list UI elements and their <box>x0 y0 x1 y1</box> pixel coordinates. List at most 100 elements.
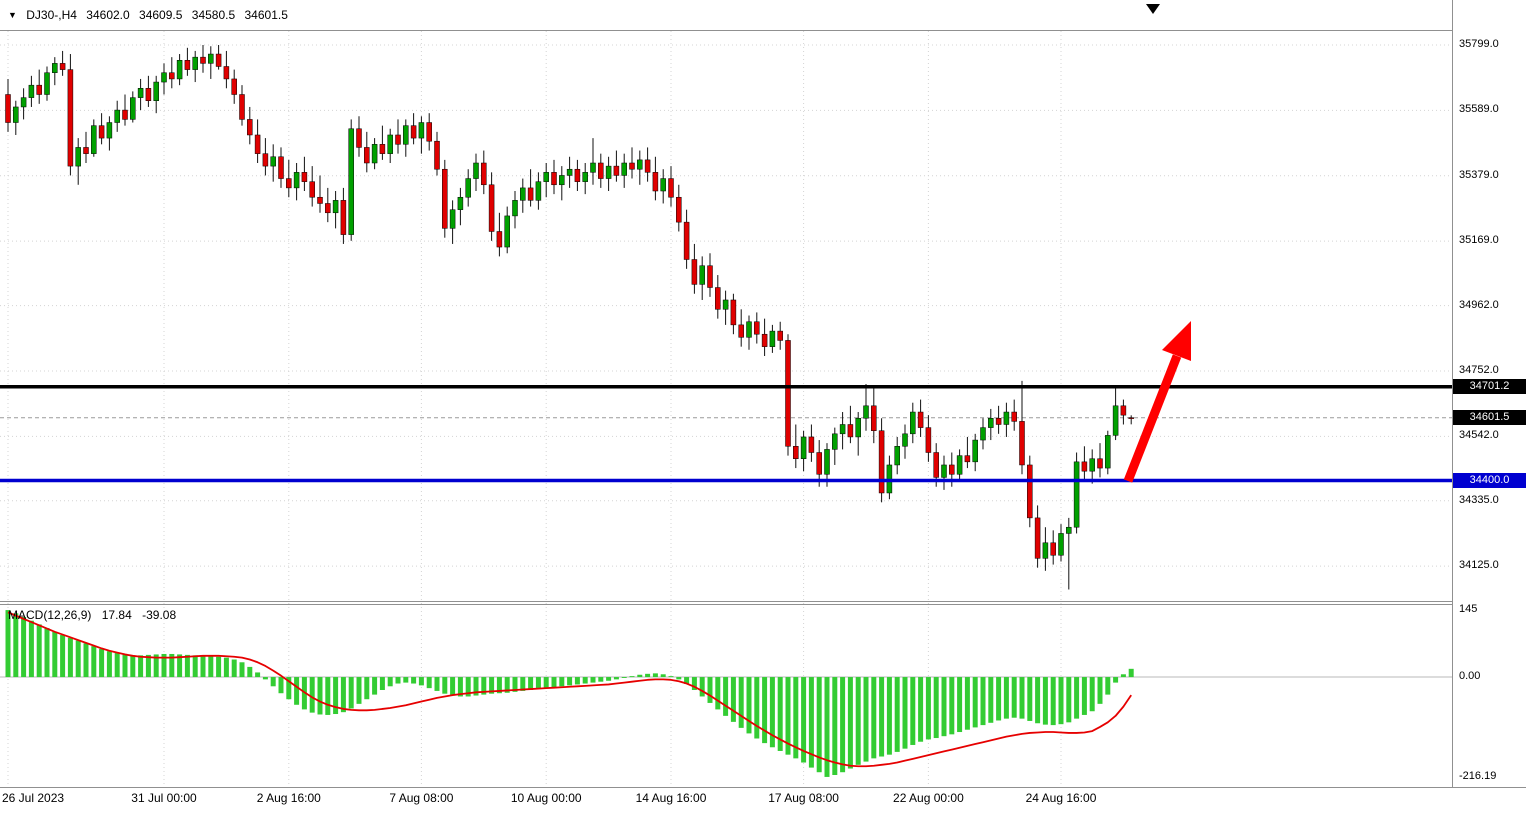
macd-bar <box>153 654 159 678</box>
macd-bar <box>613 677 619 680</box>
candle-down <box>1050 542 1056 556</box>
candle-down <box>551 172 557 186</box>
macd-bar <box>816 677 822 773</box>
macd-bar <box>364 677 370 700</box>
candle-down <box>878 430 885 494</box>
candle-up <box>91 125 97 154</box>
macd-bar <box>489 677 495 694</box>
candle-up <box>1042 542 1049 559</box>
trend-arrow-shaft[interactable] <box>1123 354 1182 483</box>
panel-splitter-top[interactable] <box>0 601 1526 602</box>
macd-bar <box>754 677 760 739</box>
macd-bar <box>1113 677 1119 683</box>
candle-up <box>1066 526 1072 534</box>
macd-bar <box>933 677 939 739</box>
macd-bar <box>660 674 666 678</box>
candle-down <box>301 172 308 182</box>
macd-bar <box>847 677 853 769</box>
candle-down <box>379 144 386 154</box>
candle-down <box>340 200 347 235</box>
macd-bar <box>1089 677 1095 712</box>
candle-up <box>1003 411 1010 425</box>
macd-bar <box>255 672 261 678</box>
macd-bar <box>637 674 643 678</box>
macd-bar <box>668 676 674 678</box>
macd-bar <box>200 655 206 678</box>
macd-bar <box>1003 677 1009 719</box>
macd-bar <box>270 677 276 687</box>
macd-bar <box>980 677 986 726</box>
macd-bar <box>855 677 861 765</box>
candle-down <box>574 168 581 182</box>
macd-bar <box>223 657 229 678</box>
candle-down <box>933 452 939 478</box>
time-axis-label: 26 Jul 2023 <box>2 791 65 805</box>
macd-bar <box>949 677 955 735</box>
open-value: 34602.0 <box>86 8 130 22</box>
candle-up <box>956 455 963 475</box>
macd-bar <box>208 656 214 678</box>
candle-down <box>356 128 362 148</box>
objects-expand-icon[interactable]: ▼ <box>8 10 17 20</box>
candle-down <box>761 333 768 347</box>
candle-up <box>106 122 113 139</box>
macd-signal-value: -39.08 <box>142 608 177 622</box>
macd-bar <box>13 613 19 678</box>
candle-down <box>707 265 713 288</box>
candle-down <box>247 119 253 136</box>
candle-down <box>793 446 799 459</box>
candle-up <box>20 97 27 108</box>
macd-bar <box>60 635 66 678</box>
candle-down <box>215 53 222 67</box>
macd-bar <box>762 677 768 744</box>
macd-bar <box>793 677 799 759</box>
macd-bar <box>114 653 120 678</box>
candle-down <box>925 427 932 453</box>
trend-arrow-head-icon[interactable] <box>1162 321 1191 361</box>
candle-up <box>44 72 50 95</box>
candle-down <box>442 168 448 229</box>
macd-bar <box>559 677 565 687</box>
candle-down <box>488 184 495 232</box>
macd-bar <box>333 677 339 715</box>
candle-down <box>410 125 417 139</box>
candle-down <box>481 162 487 186</box>
panel-splitter-bottom[interactable] <box>0 604 1526 605</box>
time-axis-label: 24 Aug 16:00 <box>1025 791 1097 805</box>
macd-bar <box>36 624 42 678</box>
macd-bar <box>161 653 167 678</box>
candle-up <box>637 159 643 170</box>
candle-down <box>262 153 269 167</box>
price-axis-label: 34335.0 <box>1459 493 1499 506</box>
price-axis-label: 35169.0 <box>1459 234 1499 247</box>
macd-bar <box>777 677 783 751</box>
price-scale[interactable]: 35799.0 35589.0 35379.0 35169.0 34962.0 34752… <box>1453 0 1526 787</box>
macd-bar <box>528 677 534 690</box>
candle-down <box>871 405 877 431</box>
macd-bar <box>699 677 705 697</box>
candle-up <box>941 464 947 478</box>
macd-bar <box>278 677 284 694</box>
macd-bar <box>192 655 198 678</box>
macd-bar <box>286 677 292 700</box>
candle-down <box>496 231 503 248</box>
macd-bar <box>910 677 916 745</box>
macd-bar <box>67 637 73 678</box>
candle-up <box>980 427 986 441</box>
time-axis-label: 7 Aug 08:00 <box>389 791 454 805</box>
macd-bar <box>715 677 721 710</box>
candle-up <box>660 178 666 192</box>
macd-bar <box>145 654 151 678</box>
macd-bar <box>676 677 682 680</box>
macd-axis-label: -216.19 <box>1459 769 1497 782</box>
price-badge-current: 34601.5 <box>1453 409 1526 425</box>
macd-bar <box>294 677 300 705</box>
macd-bar <box>1035 677 1041 724</box>
macd-bar <box>972 677 978 728</box>
macd-bar <box>262 677 268 680</box>
macd-signal-line <box>7 611 1132 768</box>
time-scale[interactable]: 26 Jul 2023 31 Jul 00:00 2 Aug 16:00 7 Aug … <box>0 788 1526 813</box>
chart-object-marker-icon[interactable] <box>1146 4 1160 14</box>
candle-down <box>1097 458 1103 469</box>
